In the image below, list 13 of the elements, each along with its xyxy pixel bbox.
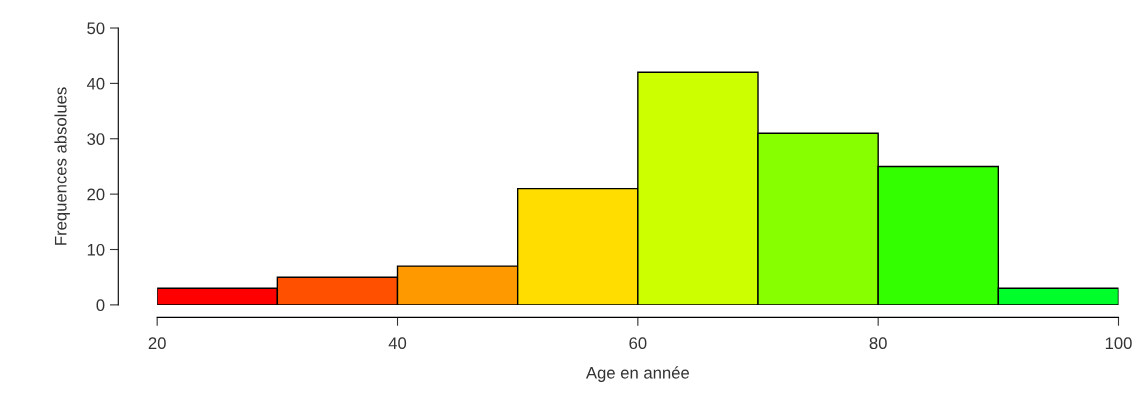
- y-tick-label: 30: [87, 133, 105, 145]
- y-tick-label: 50: [87, 22, 105, 35]
- y-tick-label: 10: [87, 243, 105, 256]
- x-tick-label: 100: [1105, 337, 1132, 350]
- x-axis-title: Age en année: [585, 366, 689, 382]
- x-tick-label: 20: [148, 337, 166, 350]
- y-axis-title: Frequences absolues: [54, 87, 70, 245]
- x-tick-label: 40: [388, 337, 407, 350]
- y-tick-label: 0: [96, 299, 105, 312]
- y-tick-label: 40: [86, 77, 105, 90]
- y-tick-label: 20: [87, 188, 105, 201]
- x-tick-label: 60: [629, 337, 647, 350]
- x-tick-label: 80: [869, 337, 887, 350]
